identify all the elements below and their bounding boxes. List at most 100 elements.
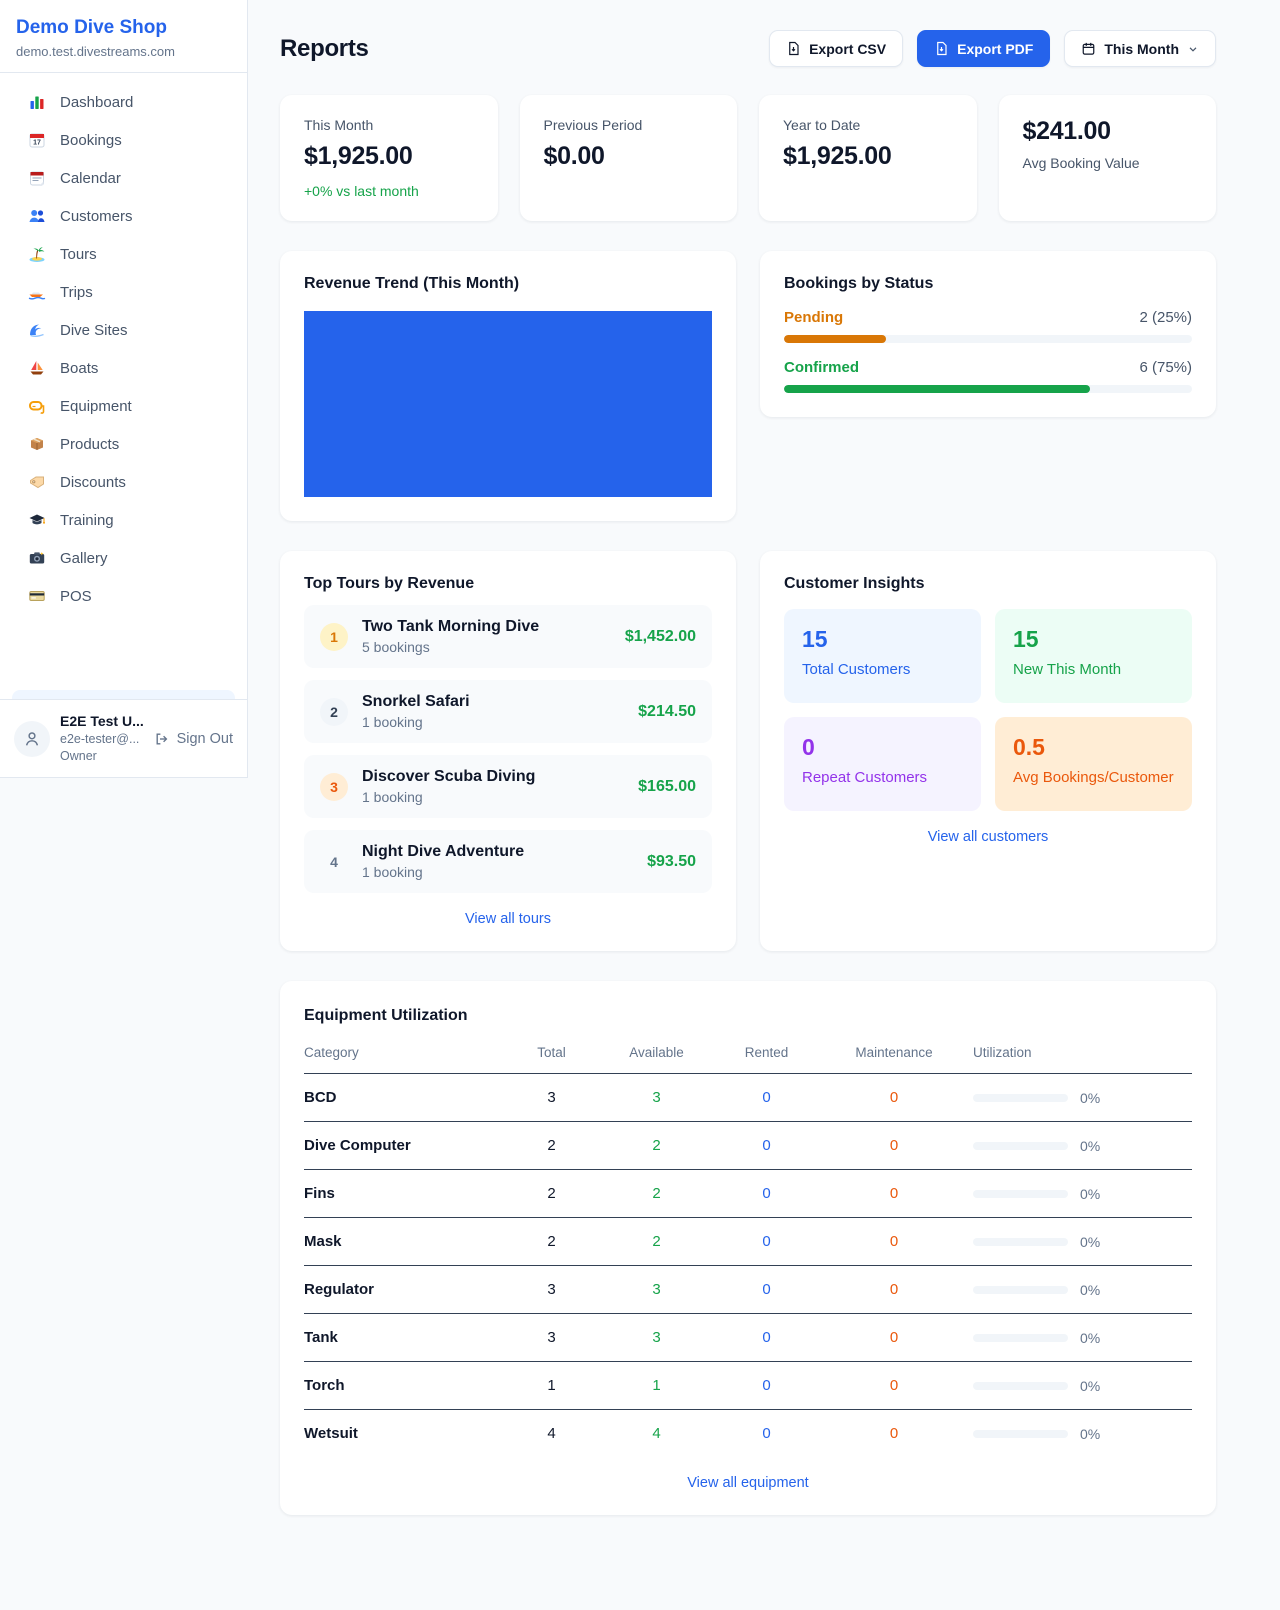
- sidebar-item-calendar[interactable]: Calendar: [12, 159, 235, 197]
- sidebar-item-products[interactable]: Products: [12, 425, 235, 463]
- equipment-available: 2: [652, 1233, 661, 1250]
- export-pdf-label: Export PDF: [957, 40, 1034, 57]
- status-bar-fill: [784, 385, 1090, 393]
- export-pdf-button[interactable]: Export PDF: [917, 30, 1051, 67]
- column-header-total: Total: [537, 1045, 566, 1060]
- sidebar-item-dive-sites[interactable]: Dive Sites: [12, 311, 235, 349]
- equipment-rented: 0: [762, 1137, 771, 1154]
- equipment-row: Fins 2 2 0 0 0%: [304, 1170, 1192, 1218]
- stat-card-this-month: This Month $1,925.00 +0% vs last month: [280, 95, 498, 221]
- sidebar-item-boats[interactable]: Boats: [12, 349, 235, 387]
- period-dropdown[interactable]: This Month: [1064, 30, 1216, 67]
- equipment-total: 2: [547, 1137, 556, 1154]
- sidebar-item-training[interactable]: Training: [12, 501, 235, 539]
- period-label: This Month: [1104, 40, 1179, 57]
- stat-value: $241.00: [1022, 117, 1112, 145]
- utilization-percent: 0%: [1080, 1185, 1101, 1202]
- equipment-row: Wetsuit 4 4 0 0 0%: [304, 1410, 1192, 1457]
- sidebar-item-tours[interactable]: Tours: [12, 235, 235, 273]
- tour-revenue: $165.00: [638, 777, 696, 795]
- export-csv-button[interactable]: Export CSV: [769, 30, 904, 67]
- stat-label: Year to Date: [783, 117, 861, 133]
- svg-text:17: 17: [33, 140, 41, 147]
- insight-label: Total Customers: [802, 661, 911, 678]
- nav-active-item-peek[interactable]: [12, 690, 235, 700]
- equipment-row: Mask 2 2 0 0 0%: [304, 1218, 1192, 1266]
- tour-list-item: 1 Two Tank Morning Dive 5 bookings $1,45…: [304, 605, 712, 668]
- insight-label: Avg Bookings/Customer: [1013, 769, 1174, 786]
- stat-value: $0.00: [543, 142, 605, 170]
- top-tours-card: Top Tours by Revenue 1 Two Tank Morning …: [280, 551, 736, 951]
- equipment-row: Dive Computer 2 2 0 0 0%: [304, 1122, 1192, 1170]
- status-row: Confirmed 6 (75%): [784, 359, 1192, 393]
- sailboat-icon: [28, 359, 46, 377]
- equipment-category: BCD: [304, 1089, 337, 1106]
- equipment-category: Torch: [304, 1377, 345, 1394]
- stat-card-previous-period: Previous Period $0.00: [519, 95, 737, 221]
- sidebar-item-discounts[interactable]: Discounts: [12, 463, 235, 501]
- stat-card-year-to-date: Year to Date $1,925.00: [759, 95, 977, 221]
- column-header-available: Available: [629, 1045, 684, 1060]
- column-header-rented: Rented: [744, 1045, 789, 1060]
- main-content: Reports Export CSV Export PDF This Month: [248, 0, 1280, 1555]
- equipment-available: 2: [652, 1137, 661, 1154]
- rank-badge: 1: [320, 622, 348, 651]
- equipment-row: Torch 1 1 0 0 0%: [304, 1362, 1192, 1410]
- sidebar-item-label: POS: [60, 587, 92, 605]
- sidebar-item-equipment[interactable]: Equipment: [12, 387, 235, 425]
- equipment-available: 2: [652, 1185, 661, 1202]
- view-all-tours-link[interactable]: View all tours: [465, 911, 551, 927]
- sidebar-item-label: Dive Sites: [60, 321, 128, 339]
- equipment-total: 3: [547, 1281, 556, 1298]
- utilization-bar-track: [973, 1429, 1068, 1438]
- sidebar-item-customers[interactable]: Customers: [12, 197, 235, 235]
- grad-cap-icon: [28, 511, 46, 529]
- equipment-table-header: Category Total Available Rented Maintenance U…: [304, 1045, 1192, 1074]
- utilization-percent: 0%: [1080, 1329, 1101, 1346]
- sidebar-item-bookings[interactable]: 17 Bookings: [12, 121, 235, 159]
- equipment-maintenance: 0: [889, 1233, 899, 1250]
- user-email: e2e-tester@...: [60, 732, 140, 747]
- equipment-available: 3: [652, 1281, 661, 1298]
- sidebar-item-dashboard[interactable]: Dashboard: [12, 83, 235, 121]
- sidebar-item-pos[interactable]: POS: [12, 577, 235, 615]
- sidebar-item-label: Boats: [60, 359, 99, 377]
- status-row: Pending 2 (25%): [784, 309, 1192, 343]
- tour-list-item: 2 Snorkel Safari 1 booking $214.50: [304, 680, 712, 743]
- utilization-percent: 0%: [1080, 1425, 1101, 1442]
- equipment-category: Regulator: [304, 1281, 375, 1298]
- chevron-down-icon: [1189, 46, 1197, 52]
- view-all-equipment-link[interactable]: View all equipment: [687, 1475, 809, 1491]
- equipment-total: 1: [547, 1377, 556, 1394]
- credit-card-icon: [28, 587, 46, 605]
- insight-value: 15: [802, 626, 828, 652]
- stats-row: This Month $1,925.00 +0% vs last month P…: [280, 95, 1216, 221]
- equipment-category: Dive Computer: [304, 1137, 411, 1154]
- stat-value: $1,925.00: [783, 142, 892, 170]
- utilization-bar-track: [973, 1333, 1068, 1342]
- equipment-total: 3: [547, 1089, 556, 1106]
- insight-tile: 0 Repeat Customers: [784, 717, 981, 811]
- view-all-customers-link[interactable]: View all customers: [927, 829, 1049, 845]
- equipment-category: Wetsuit: [304, 1425, 358, 1442]
- insight-label: New This Month: [1013, 661, 1122, 678]
- tour-revenue: $1,452.00: [624, 627, 696, 645]
- sidebar-item-trips[interactable]: Trips: [12, 273, 235, 311]
- equipment-maintenance: 0: [889, 1185, 899, 1202]
- column-header-maintenance: Maintenance: [855, 1045, 933, 1060]
- sidebar-item-label: Calendar: [60, 169, 121, 187]
- tour-list-item: 3 Discover Scuba Diving 1 booking $165.0…: [304, 755, 712, 818]
- revenue-trend-title: Revenue Trend (This Month): [304, 275, 520, 292]
- equipment-table: Category Total Available Rented Maintenance U…: [304, 1045, 1192, 1457]
- user-footer: E2E Test U... e2e-tester@... Owner Sign …: [0, 699, 247, 777]
- sidebar-item-gallery[interactable]: Gallery: [12, 539, 235, 577]
- status-value: 6 (75%): [1139, 359, 1192, 376]
- calendar-date-icon: 17: [28, 131, 46, 149]
- equipment-rented: 0: [762, 1329, 771, 1346]
- page-title: Reports: [280, 34, 369, 62]
- equipment-row: Tank 3 3 0 0 0%: [304, 1314, 1192, 1362]
- sign-out-button[interactable]: Sign Out: [154, 731, 233, 747]
- utilization-percent: 0%: [1080, 1233, 1101, 1250]
- sign-out-icon: [156, 733, 167, 745]
- utilization-bar-track: [973, 1189, 1068, 1198]
